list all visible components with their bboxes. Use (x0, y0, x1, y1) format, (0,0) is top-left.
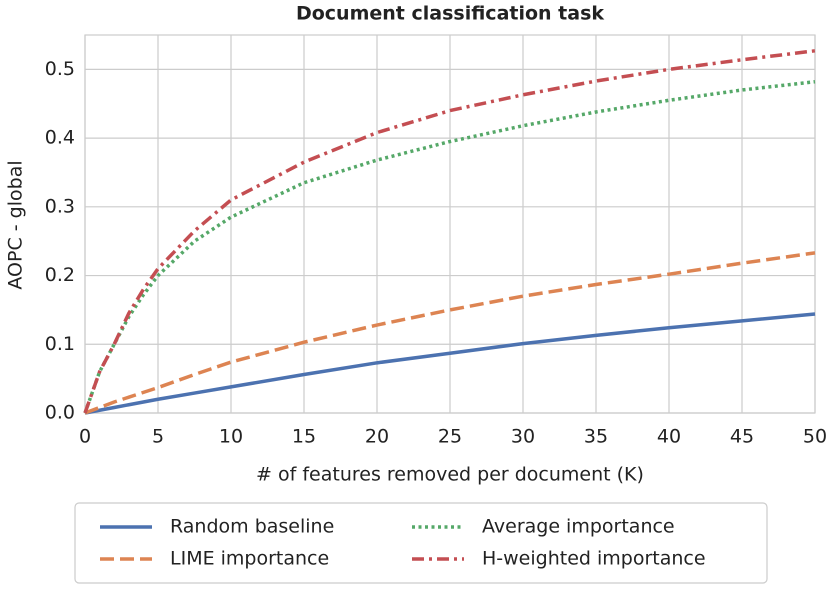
y-tick-label: 0.4 (45, 127, 75, 149)
y-tick-label: 0.5 (45, 58, 75, 80)
series-line (84, 312, 816, 415)
legend-label: H-weighted importance (482, 548, 706, 570)
x-axis-label: # of features removed per document (K) (256, 464, 644, 486)
y-tick-label: 0.0 (45, 402, 75, 424)
legend-label: LIME importance (170, 548, 329, 570)
x-tick-label: 5 (152, 426, 164, 448)
x-tick-label: 15 (292, 426, 316, 448)
x-tick-label: 50 (803, 426, 827, 448)
x-tick-label: 10 (219, 426, 243, 448)
series-line (83, 49, 816, 414)
y-tick-label: 0.3 (45, 195, 75, 217)
x-tick-label: 35 (584, 426, 608, 448)
x-tick-label: 45 (730, 426, 754, 448)
y-axis-label: AOPC - global (5, 160, 27, 289)
y-tick-label: 0.1 (45, 333, 75, 355)
x-tick-label: 40 (657, 426, 681, 448)
legend-label: Average importance (482, 516, 675, 538)
y-tick-label: 0.2 (45, 264, 75, 286)
legend-label: Random baseline (170, 516, 334, 538)
x-tick-label: 30 (511, 426, 535, 448)
x-tick-label: 25 (438, 426, 462, 448)
x-tick-label: 20 (365, 426, 389, 448)
chart-title: Document classification task (296, 3, 604, 25)
series-line (84, 251, 816, 415)
legend-box (74, 502, 768, 584)
x-tick-label: 0 (79, 426, 91, 448)
